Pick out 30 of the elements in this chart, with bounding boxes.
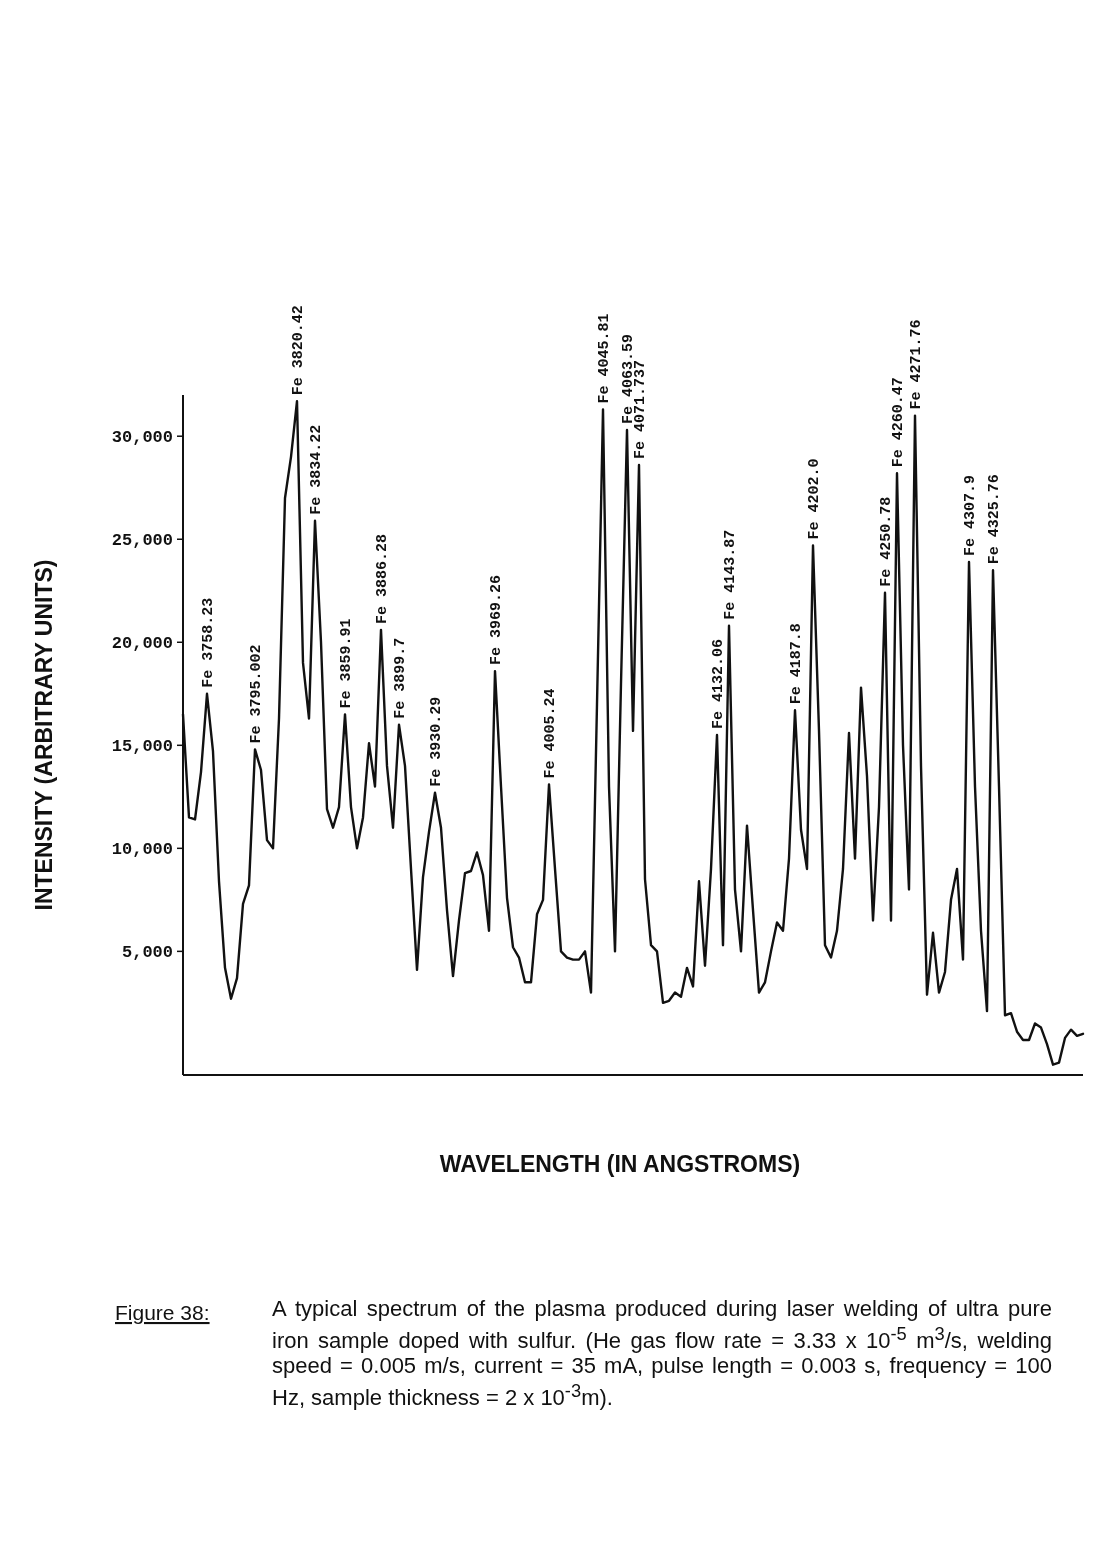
y-tick-label: 20,000 xyxy=(111,634,173,654)
data-label: Fe 4005.24 xyxy=(542,688,559,779)
y-axis-title: INTENSITY (ARBITRARY UNITS) xyxy=(31,559,57,911)
y-tick-label: 30,000 xyxy=(111,428,173,448)
y-tick-label: 15,000 xyxy=(111,737,173,757)
data-label: Fe 4307.9 xyxy=(962,474,979,556)
caption: Figure 38: xyxy=(115,1301,210,1324)
data-label: Fe 3886.28 xyxy=(374,533,391,624)
data-label: Fe 3899.7 xyxy=(392,637,409,719)
data-label: Fe 4260.47 xyxy=(890,377,907,468)
data-label: Fe 4132.06 xyxy=(710,638,727,729)
data-label: Fe 3834.22 xyxy=(308,424,325,515)
y-tick-label: 10,000 xyxy=(111,840,173,860)
data-label: Fe 3969.26 xyxy=(488,575,505,666)
data-label: Fe 4202.0 xyxy=(806,458,823,540)
data-label: Fe 3795.002 xyxy=(248,644,265,744)
data-label: Fe 3859.91 xyxy=(338,618,355,709)
x-axis-title: WAVELENGTH (IN ANGSTROMS) xyxy=(439,1151,801,1177)
data-label: Fe 3930.29 xyxy=(428,696,445,787)
data-label: Fe 4143.87 xyxy=(722,529,739,620)
data-label: Fe 3758.23 xyxy=(200,597,217,688)
y-tick-label: 5,000 xyxy=(121,943,173,963)
data-label: Fe 4250.78 xyxy=(878,496,895,587)
data-label: Fe 4045.81 xyxy=(596,313,613,404)
data-label: Fe 4325.76 xyxy=(986,474,1003,565)
text: A typical spectrum of the plasma produced during laser welding of ultra pure iron sample doped with sulfur. (He gas flow rate = 3.33 x 10$^{-5}$ m$^{3}$/s, welding speed = 0.005 m/s, current = 35 mA, pulse length = 0.003 s, frequency = 100 Hz, sample thickness = 2 x 10$^{-3}$m). xyxy=(272,1296,1052,1411)
y-tick-label: 25,000 xyxy=(111,531,173,551)
data-label: Fe 3820.42 xyxy=(290,305,307,396)
data-label: Fe 4187.8 xyxy=(788,623,805,705)
data-label: Fe 4271.76 xyxy=(908,319,925,410)
